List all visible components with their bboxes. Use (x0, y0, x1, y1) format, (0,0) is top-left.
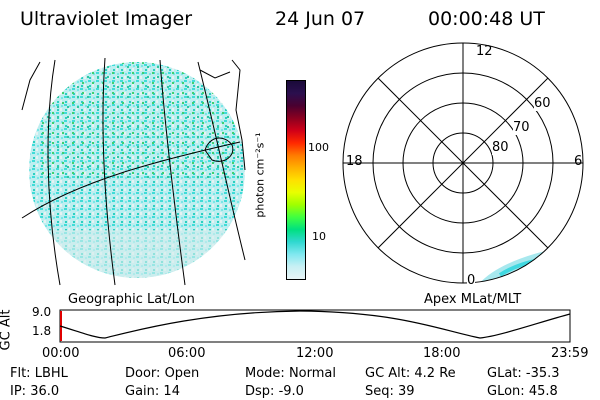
altitude-xtick-3: 18:00 (423, 346, 461, 361)
altitude-xtick-2: 12:00 (296, 346, 334, 361)
instrument-title: Ultraviolet Imager (20, 8, 193, 30)
colorbar-tick-10: 10 (312, 230, 326, 243)
meta-flt: Flt: LBHL (10, 366, 68, 381)
mlt-label-18: 18 (346, 154, 363, 169)
mlat-label-70: 70 (513, 120, 530, 135)
mlat-label-80: 80 (492, 140, 509, 155)
left-panel-label: Geographic Lat/Lon (68, 292, 195, 307)
meta-glon: GLon: 45.8 (487, 384, 558, 399)
coastline (21, 59, 246, 171)
meta-mode: Mode: Normal (245, 366, 336, 381)
colorbar-tick-100: 100 (308, 141, 329, 154)
meta-glat: GLat: -35.3 (487, 366, 560, 381)
meta-seq: Seq: 39 (365, 384, 415, 399)
mlt-label-6: 6 (574, 154, 583, 169)
meta-ip: IP: 36.0 (10, 384, 60, 399)
time-label: 00:00:48 UT (428, 8, 545, 30)
meta-dsp: Dsp: -9.0 (245, 384, 304, 399)
mlat-label-60: 60 (534, 96, 551, 111)
altitude-xtick-1: 06:00 (168, 346, 206, 361)
meta-gain: Gain: 14 (125, 384, 180, 399)
colorbar-gradient (287, 81, 305, 279)
altitude-ytick-high: 9.0 (32, 305, 52, 319)
altitude-ytick-low: 1.8 (32, 324, 52, 338)
colorbar (286, 80, 306, 280)
lat-lon-grid (21, 57, 246, 286)
meta-door: Door: Open (125, 366, 200, 381)
altitude-xtick-4: 23:59 (551, 346, 589, 361)
date-label: 24 Jun 07 (275, 8, 366, 30)
meta-gc-alt: GC Alt: 4.2 Re (365, 366, 456, 381)
mlt-label-0: 0 (467, 273, 476, 288)
altitude-curve (59, 310, 571, 339)
mlt-label-12: 12 (476, 44, 493, 59)
altitude-plot-frame (59, 309, 571, 343)
right-panel-label: Apex MLat/MLT (424, 292, 522, 307)
altitude-xtick-0: 00:00 (42, 346, 80, 361)
mlt-diagonal-2 (377, 77, 549, 249)
